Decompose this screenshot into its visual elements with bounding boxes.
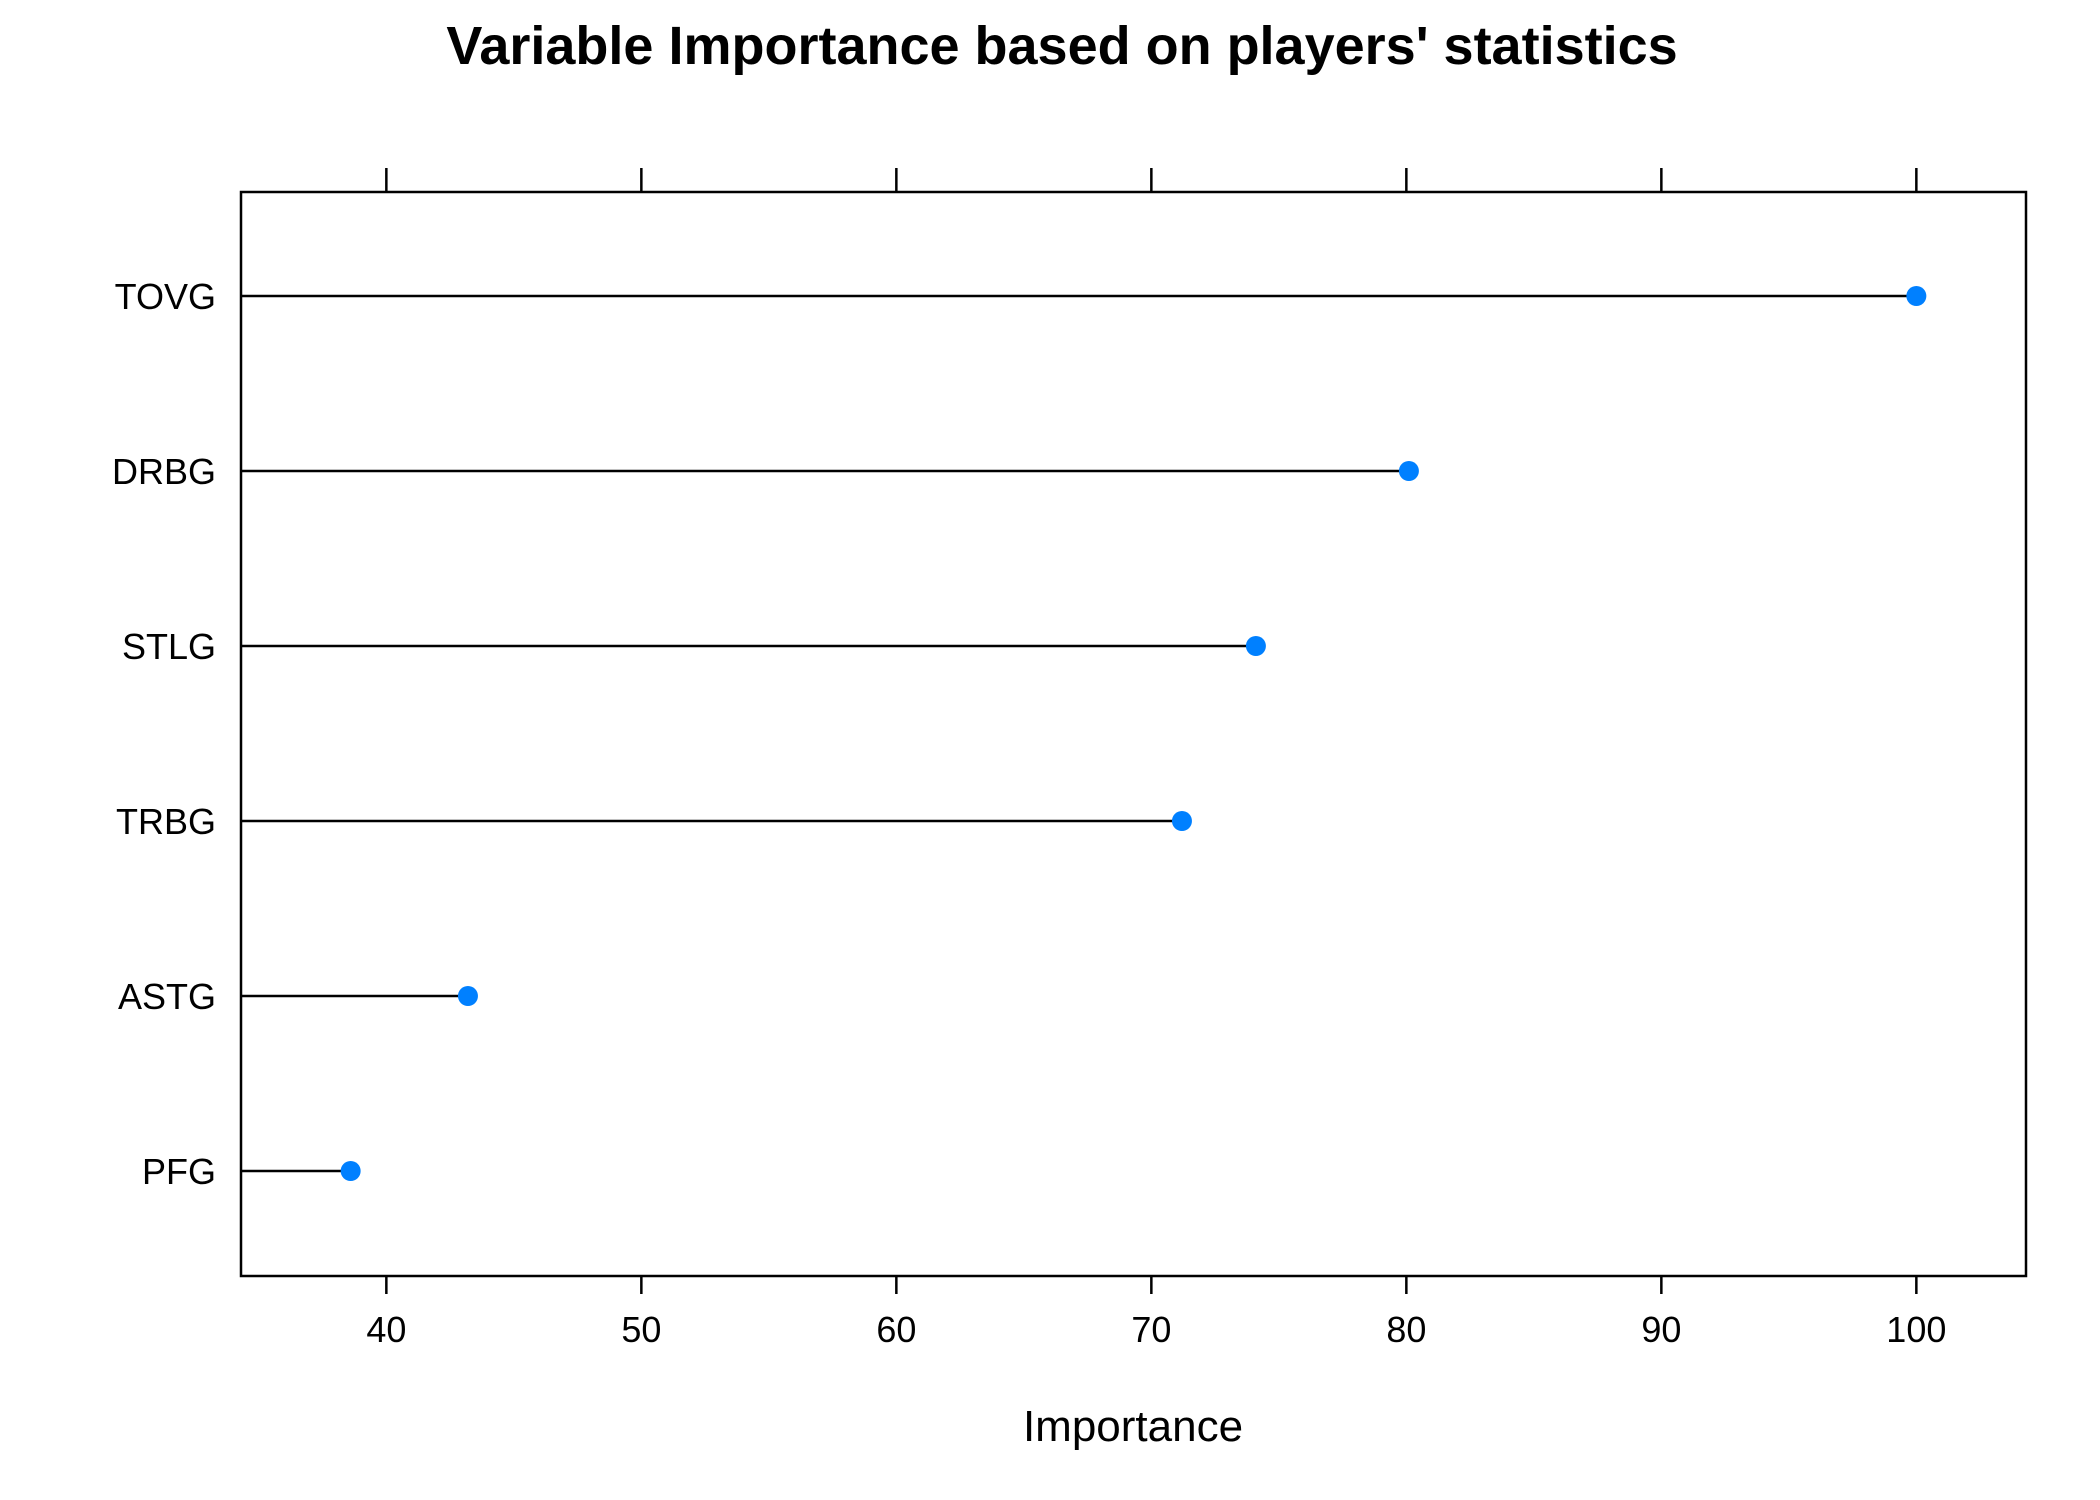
y-axis-labels: TOVG DRBG STLG TRBG ASTG PFG [112,276,216,1192]
chart-title: Variable Importance based on players' st… [446,16,1677,76]
plot-frame [239,190,2028,1278]
y-label-astg: ASTG [118,976,216,1017]
x-tick-label-90: 90 [1641,1309,1681,1350]
plot-marks [241,286,1927,1181]
y-label-stlg: STLG [122,626,216,667]
x-axis-title: Importance [1023,1402,1243,1451]
x-tick-label-100: 100 [1886,1309,1946,1350]
point-tovg [1906,286,1927,306]
x-tick-label-50: 50 [621,1309,661,1350]
y-label-pfg: PFG [142,1151,216,1192]
y-label-tovg: TOVG [115,276,216,317]
x-tick-label-40: 40 [366,1309,406,1350]
x-axis: 40 50 60 70 80 90 100 [366,168,1946,1350]
point-stlg [1245,636,1266,656]
point-pfg [340,1161,361,1181]
point-drbg [1398,461,1419,481]
y-label-trbg: TRBG [116,801,216,842]
point-astg [457,986,478,1006]
x-tick-label-70: 70 [1131,1309,1171,1350]
y-label-drbg: DRBG [112,451,216,492]
x-tick-label-60: 60 [876,1309,916,1350]
point-trbg [1171,811,1192,831]
x-tick-label-80: 80 [1386,1309,1426,1350]
